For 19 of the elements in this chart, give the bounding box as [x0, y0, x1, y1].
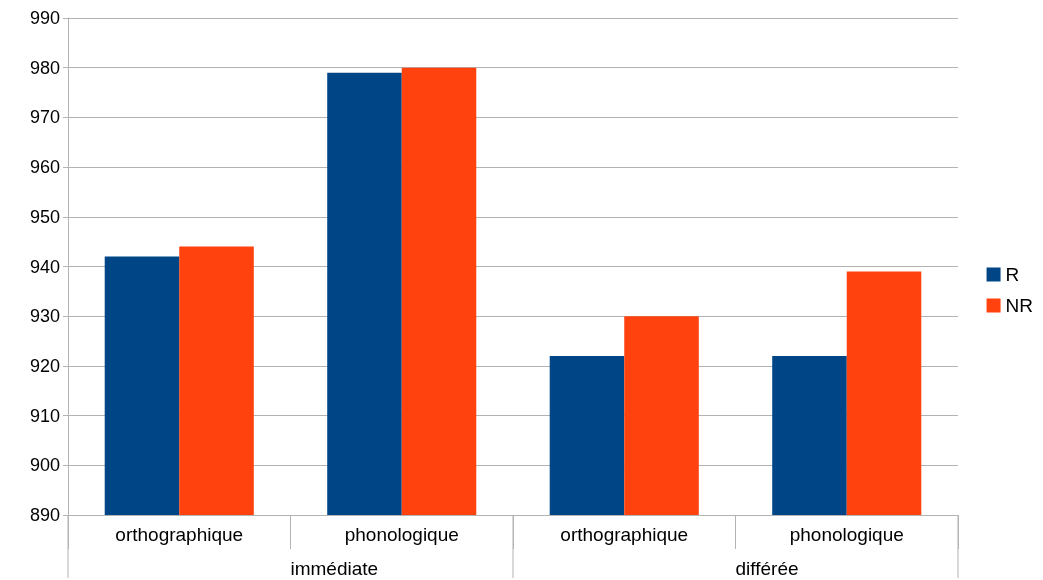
- y-tick-label: 960: [29, 157, 60, 178]
- text: différée: [735, 558, 799, 579]
- x-tick-label: phonologique: [344, 524, 459, 545]
- text: immédiate: [290, 558, 379, 579]
- y-tick-label: 970: [29, 107, 60, 128]
- y-tick-label: 890: [29, 505, 60, 525]
- y-tick-label: 920: [29, 355, 60, 376]
- x-tick-label: orthographique: [560, 524, 689, 545]
- y-tick-label: 980: [29, 57, 60, 78]
- y-tick-label: 990: [29, 8, 60, 28]
- legend-label: NR: [1005, 295, 1034, 316]
- y-tick-label: 900: [29, 455, 60, 476]
- y-tick-label: 940: [29, 256, 60, 277]
- x-tick-label: phonologique: [789, 524, 904, 545]
- y-tick-label: 930: [29, 306, 60, 327]
- x-tick-label: orthographique: [115, 524, 244, 545]
- legend-label: R: [1005, 264, 1020, 285]
- y-tick-label: 950: [29, 206, 60, 227]
- y-tick-label: 910: [29, 405, 60, 426]
